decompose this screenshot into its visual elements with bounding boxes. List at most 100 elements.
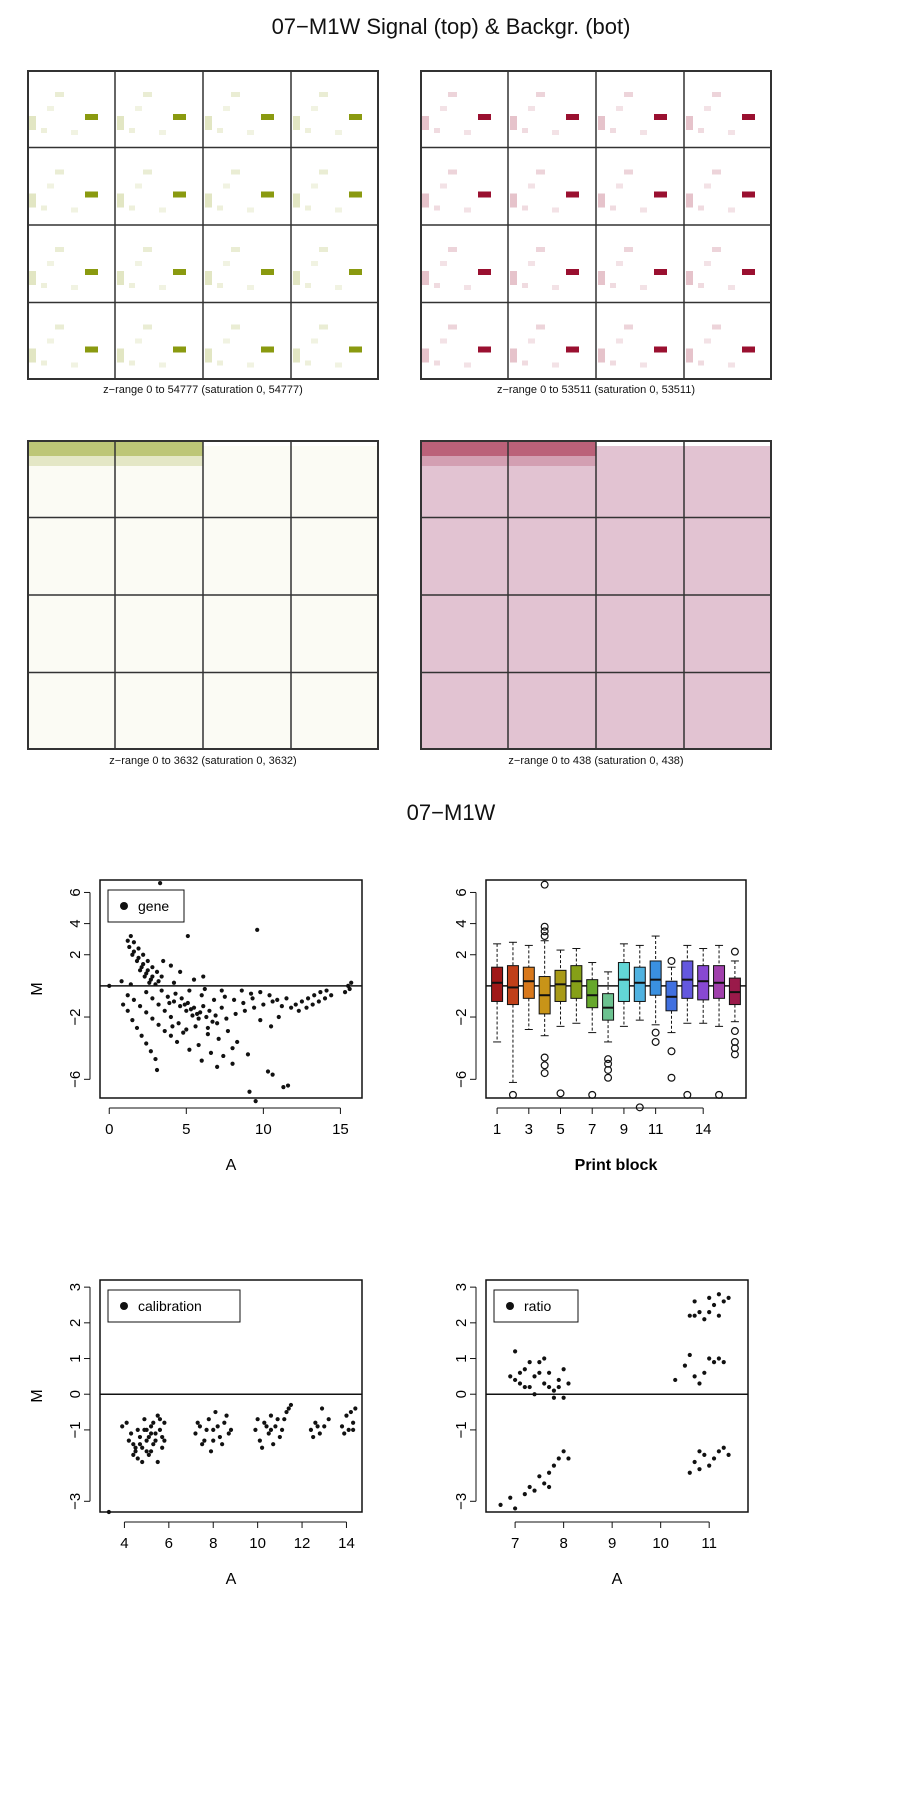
data-point [190, 1013, 195, 1018]
y-tick-label: 2 [67, 1319, 84, 1327]
bright-spot [349, 191, 362, 198]
data-point [119, 979, 124, 984]
bright-spot [261, 269, 274, 275]
data-point [128, 933, 133, 939]
outlier [540, 927, 549, 936]
data-point [542, 1381, 547, 1386]
outlier [540, 1053, 549, 1062]
data-point [542, 1481, 547, 1486]
data-point [137, 1434, 143, 1440]
x-axis-label: A [226, 1157, 237, 1174]
outlier [667, 1047, 676, 1056]
data-point [230, 1061, 235, 1066]
data-point [131, 940, 137, 945]
data-point [150, 965, 155, 970]
data-point [153, 1438, 158, 1443]
dim-spot [434, 128, 440, 133]
data-point [156, 1022, 161, 1027]
dim-spot [464, 130, 471, 135]
dim-spot [522, 128, 528, 133]
data-point [716, 1356, 721, 1361]
data-point [716, 1292, 721, 1297]
outlier [604, 1055, 613, 1064]
data-point [273, 1424, 278, 1429]
dim-spot [55, 92, 64, 97]
x-tick-label: 14 [695, 1121, 712, 1138]
data-point [137, 968, 143, 973]
data-point [522, 1492, 527, 1497]
data-point [284, 1409, 289, 1415]
data-point [305, 996, 311, 1001]
data-point [522, 1367, 527, 1372]
dim-spot [616, 338, 623, 344]
data-point [285, 1083, 291, 1088]
data-point [215, 1064, 220, 1069]
dim-spot [552, 362, 559, 368]
dim-spot [728, 207, 735, 213]
x-tick-label: 5 [182, 1121, 190, 1138]
data-point [707, 1463, 712, 1468]
dim-spot [129, 128, 135, 133]
dim-spot [29, 271, 36, 285]
x-tick-label: 10 [652, 1535, 669, 1552]
data-point [498, 1502, 503, 1507]
data-point [202, 986, 207, 992]
y-tick-label: −2 [453, 1008, 470, 1025]
data-point [136, 946, 141, 951]
dim-spot [624, 92, 633, 97]
box-5 [554, 969, 567, 1002]
legend-marker [506, 1302, 514, 1310]
data-point [233, 1011, 238, 1017]
data-point [239, 988, 244, 993]
dim-spot [223, 183, 230, 189]
x-tick-label: 8 [559, 1535, 567, 1552]
data-point [282, 1417, 287, 1422]
data-point [168, 963, 173, 968]
data-point [319, 1406, 325, 1411]
data-point [313, 1420, 318, 1425]
data-point [194, 1011, 200, 1017]
data-point [349, 980, 354, 985]
data-point [144, 1041, 149, 1046]
y-tick-label: 0 [453, 1390, 470, 1398]
data-point [128, 982, 133, 987]
bright-spot [478, 269, 491, 275]
dim-spot [704, 261, 711, 266]
data-point [316, 999, 321, 1004]
data-point [211, 1438, 216, 1443]
bright-spot [173, 114, 186, 120]
data-point [697, 1467, 702, 1472]
dim-spot [610, 205, 616, 211]
dim-spot [335, 207, 342, 213]
data-point [268, 1024, 274, 1029]
data-point [205, 1032, 210, 1037]
data-point [106, 1509, 111, 1515]
data-point [162, 1420, 167, 1425]
data-point [347, 986, 352, 992]
image-border [27, 70, 379, 380]
bright-spot [349, 346, 362, 353]
data-point [148, 1049, 153, 1054]
dim-spot [598, 271, 605, 285]
bright-spot [478, 114, 491, 120]
legend-marker [120, 1302, 128, 1310]
dim-spot [434, 360, 440, 366]
bright-spot [654, 269, 667, 275]
data-point [231, 997, 237, 1002]
dim-spot [117, 348, 124, 363]
data-point [140, 1459, 145, 1465]
data-point [711, 1456, 717, 1461]
data-point [154, 1067, 160, 1073]
page-title: 07−M1W Signal (top) & Backgr. (bot) [271, 14, 631, 39]
dim-spot [159, 362, 166, 368]
dim-spot [47, 106, 54, 111]
data-point [697, 1449, 702, 1454]
dim-spot [135, 106, 142, 111]
data-point [250, 996, 255, 1001]
data-point [561, 1367, 566, 1372]
dim-spot [610, 360, 616, 366]
dim-spot [47, 183, 54, 189]
dim-spot [117, 193, 124, 208]
